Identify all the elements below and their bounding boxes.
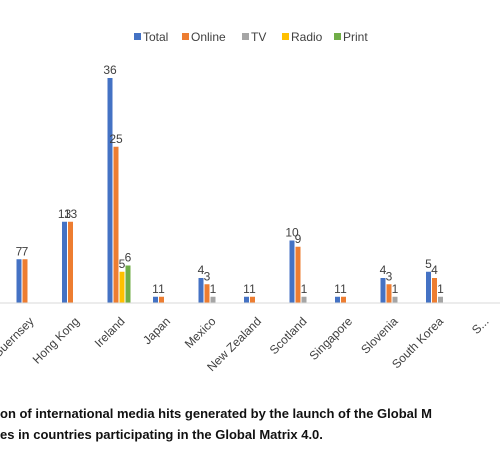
data-label-total-new-zealand: 1 bbox=[243, 282, 250, 296]
legend-swatch-tv bbox=[242, 33, 249, 40]
data-label-print-ireland: 6 bbox=[125, 251, 132, 265]
data-label-total-japan: 1 bbox=[152, 282, 159, 296]
data-label-online-singapore: 1 bbox=[340, 282, 347, 296]
bar-tv-mexico bbox=[210, 296, 216, 303]
bar-online-ireland bbox=[113, 146, 119, 303]
legend-swatch-online bbox=[182, 33, 189, 40]
bar-total-mexico bbox=[198, 278, 204, 303]
legend-swatch-print bbox=[334, 33, 341, 40]
x-tick-label-ireland: Ireland bbox=[92, 314, 128, 350]
bar-tv-slovenia bbox=[392, 296, 398, 303]
data-label-online-south-korea: 4 bbox=[431, 263, 438, 277]
x-tick-label-mexico: Mexico bbox=[182, 314, 219, 351]
legend-label-total: Total bbox=[143, 30, 168, 44]
bar-online-guernsey bbox=[22, 259, 28, 303]
data-label-online-slovenia: 3 bbox=[386, 269, 393, 283]
data-label-total-slovenia: 4 bbox=[380, 263, 387, 277]
bar-tv-south-korea bbox=[438, 296, 443, 303]
legend-swatch-total bbox=[134, 33, 141, 40]
data-label-radio-ireland: 5 bbox=[119, 257, 126, 271]
legend-label-print: Print bbox=[343, 30, 368, 44]
data-label-online-japan: 1 bbox=[158, 282, 165, 296]
data-label-total-ireland: 36 bbox=[103, 63, 117, 77]
bar-radio-ireland bbox=[119, 271, 125, 303]
bar-online-south-korea bbox=[432, 278, 437, 303]
x-tick-label-guernsey: Guernsey bbox=[0, 314, 37, 361]
bar-online-japan bbox=[159, 296, 164, 303]
data-label-total-mexico: 4 bbox=[198, 263, 205, 277]
legend-swatch-radio bbox=[282, 33, 289, 40]
bar-total-scotland bbox=[289, 240, 295, 303]
data-label-tv-south-korea: 1 bbox=[437, 282, 444, 296]
bar-total-slovenia bbox=[380, 278, 386, 303]
data-label-online-scotland: 9 bbox=[295, 232, 302, 246]
data-label-online-new-zealand: 1 bbox=[249, 282, 256, 296]
x-tick-label-slovenia: Slovenia bbox=[358, 314, 401, 357]
bar-total-hong-kong bbox=[62, 221, 67, 303]
chart-legend: Total Online TV Radio Print bbox=[134, 30, 368, 44]
data-label-tv-mexico: 1 bbox=[210, 282, 217, 296]
bar-total-south-korea bbox=[426, 271, 431, 303]
bar-online-scotland bbox=[295, 246, 301, 303]
bar-tv-scotland bbox=[301, 296, 307, 303]
bar-total-guernsey bbox=[16, 259, 22, 303]
bar-print-ireland bbox=[125, 265, 131, 303]
x-tick-label-japan: Japan bbox=[140, 314, 173, 347]
bar-online-new-zealand bbox=[250, 296, 255, 303]
data-label-total-guernsey: 7 bbox=[16, 244, 23, 258]
x-tick-label-singapore: Singapore bbox=[307, 314, 356, 363]
chart-bars: 613217713133625561143111109111431541 bbox=[16, 63, 444, 303]
bar-online-mexico bbox=[204, 284, 210, 303]
data-label-online-mexico: 3 bbox=[204, 269, 211, 283]
bar-total-ireland bbox=[107, 78, 113, 303]
caption-line-1: on of international media hits generated… bbox=[0, 406, 432, 421]
caption-line-2: es in countries participating in the Glo… bbox=[0, 427, 323, 442]
x-tick-label-scotland: Scotland bbox=[267, 314, 310, 357]
legend-label-tv: TV bbox=[251, 30, 266, 44]
data-label-total-hong-kong: 13 bbox=[58, 207, 72, 221]
data-label-tv-scotland: 1 bbox=[301, 282, 308, 296]
bar-total-new-zealand bbox=[244, 296, 249, 303]
data-label-online-hong-kong: 13 bbox=[64, 207, 78, 221]
data-label-total-south-korea: 5 bbox=[425, 257, 432, 271]
x-tick-labels: ...licGuernseyHong KongIrelandJapanMexic… bbox=[0, 314, 492, 374]
bar-online-hong-kong bbox=[68, 221, 73, 303]
bar-online-singapore bbox=[341, 296, 346, 303]
x-tick-label-hong-kong: Hong Kong bbox=[30, 314, 82, 366]
data-label-tv-slovenia: 1 bbox=[392, 282, 399, 296]
bar-total-singapore bbox=[335, 296, 340, 303]
bar-online-slovenia bbox=[386, 284, 392, 303]
data-label-total-scotland: 10 bbox=[285, 226, 299, 240]
x-tick-label-s: S... bbox=[469, 314, 492, 337]
data-label-online-ireland: 25 bbox=[109, 132, 123, 146]
legend-label-online: Online bbox=[191, 30, 226, 44]
data-label-total-singapore: 1 bbox=[334, 282, 341, 296]
legend-label-radio: Radio bbox=[291, 30, 323, 44]
data-label-online-guernsey: 7 bbox=[22, 244, 29, 258]
figure-caption: on of international media hits generated… bbox=[0, 403, 500, 445]
bar-total-japan bbox=[153, 296, 158, 303]
